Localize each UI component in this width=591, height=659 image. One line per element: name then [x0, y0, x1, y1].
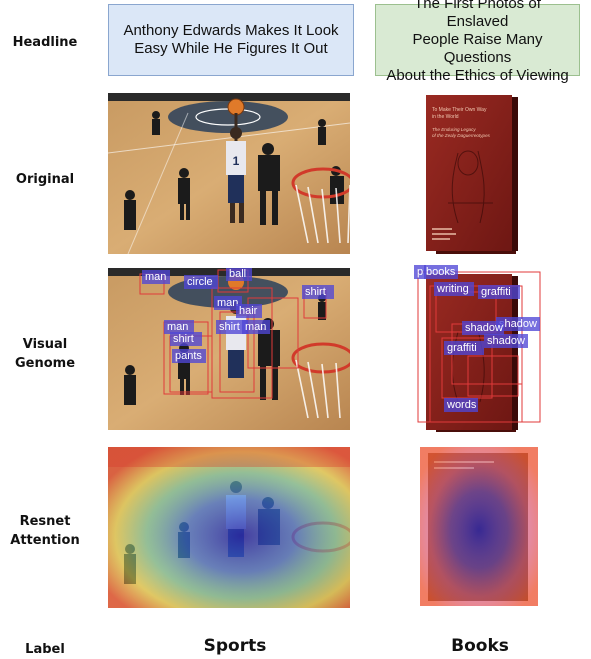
- vg-sports-tag-shirt-3: shirt: [173, 333, 194, 345]
- vg-sports-tag-pants: pants: [175, 350, 202, 362]
- vg-books-tag-books: books: [426, 266, 456, 278]
- book-subtitle-2: of the Zealy Daguerreotypes: [432, 133, 491, 138]
- headline-books-line1: The First Photos of Enslaved: [414, 0, 541, 30]
- row-label-visual-genome-line2: Genome: [14, 356, 76, 371]
- book-title-1: To Make Their Own Way: [432, 107, 487, 113]
- sports-resnet-attention-image: [108, 447, 350, 608]
- row-label-headline: Headline: [0, 33, 90, 52]
- label-sports: Sports: [180, 636, 290, 656]
- vg-books-tag-shadow-1: shadow: [499, 318, 537, 330]
- vg-sports-tag-shirt-1: shirt: [305, 286, 326, 298]
- row-label-label-text: Label: [25, 642, 65, 657]
- vg-sports-tag-man-2: man: [217, 297, 238, 309]
- vg-sports-tag-circle: circle: [187, 276, 213, 288]
- sports-original-image: 1: [108, 93, 350, 254]
- row-label-resnet-attention: Resnet Attention: [0, 512, 90, 550]
- vg-sports-tag-shirt-2: shirt: [219, 321, 240, 333]
- book-title-2: in the World: [432, 114, 459, 120]
- row-label-original-text: Original: [15, 172, 75, 187]
- books-resnet-attention-image: [420, 447, 538, 606]
- label-books: Books: [425, 636, 535, 656]
- row-label-label: Label: [0, 640, 90, 659]
- label-sports-text: Sports: [203, 636, 267, 656]
- vg-sports-tag-ball: ball: [229, 268, 246, 280]
- vg-books-tag-words: words: [446, 399, 477, 411]
- headline-sports-line2: Easy While He Figures It Out: [134, 40, 328, 57]
- row-label-original: Original: [0, 170, 90, 189]
- jersey-number-sports-original: 1: [233, 154, 240, 168]
- row-label-resnet-line2: Attention: [10, 533, 80, 548]
- headline-books-line3: About the Ethics of Viewing: [386, 67, 569, 84]
- row-label-resnet-line1: Resnet: [19, 514, 71, 529]
- row-label-visual-genome-line1: Visual: [22, 337, 68, 352]
- vg-books-tag-shadow-2: shadow: [465, 322, 503, 334]
- vg-books-tag-graffiti-1: graffiti: [481, 286, 511, 298]
- headline-books-line2: People Raise Many Questions: [412, 31, 543, 66]
- row-label-headline-text: Headline: [12, 35, 78, 50]
- vg-books-tag-writing: writing: [436, 283, 469, 295]
- vg-books-tag-shadow-3: shadow: [487, 335, 525, 347]
- sports-visual-genome-image: man ball circle man hair shirt man shirt…: [108, 268, 350, 430]
- book-subtitle-1: The Enduring Legacy: [432, 127, 476, 132]
- vg-sports-tag-hair: hair: [239, 305, 258, 317]
- books-original-image: To Make Their Own Way in the World The E…: [418, 93, 538, 258]
- row-label-visual-genome: Visual Genome: [0, 335, 90, 373]
- headline-sports-line1: Anthony Edwards Makes It Look: [123, 22, 339, 39]
- vg-books-tag-p: p: [417, 266, 423, 278]
- label-books-text: Books: [451, 636, 509, 656]
- vg-sports-tag-man-3: man: [167, 321, 188, 333]
- headline-box-books: The First Photos of Enslaved People Rais…: [375, 0, 580, 84]
- headline-box-sports: Anthony Edwards Makes It Look Easy While…: [108, 4, 354, 76]
- vg-books-tag-graffiti-2: graffiti: [447, 342, 477, 354]
- vg-sports-tag-man-1: man: [145, 271, 166, 283]
- vg-sports-tag-man-4: man: [245, 321, 266, 333]
- books-visual-genome-image: p books writing graffiti shadow shadow g…: [412, 264, 544, 436]
